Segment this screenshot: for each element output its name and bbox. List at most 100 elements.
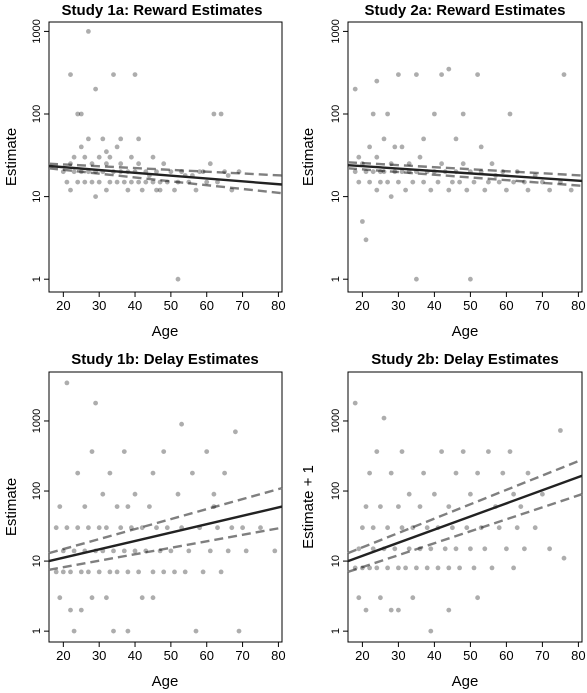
data-point: [136, 179, 142, 185]
data-point: [367, 144, 372, 150]
y-tick-label: 1000: [330, 409, 342, 433]
data-point: [475, 72, 480, 77]
data-point: [186, 179, 192, 185]
fit-line-segment: [48, 164, 283, 186]
scatter-points: [352, 400, 567, 634]
data-point: [507, 111, 513, 117]
y-axis-ticks: 1 10 100 1000: [31, 19, 49, 282]
data-point: [421, 136, 426, 142]
data-point: [207, 548, 213, 554]
data-point: [132, 491, 138, 497]
data-point: [374, 565, 380, 571]
data-point: [558, 179, 563, 185]
data-point: [385, 179, 390, 185]
data-point: [71, 169, 77, 175]
data-point: [57, 595, 63, 601]
data-point: [453, 136, 459, 142]
data-point: [211, 111, 217, 117]
data-point: [107, 569, 113, 575]
data-point: [468, 491, 473, 497]
data-point: [410, 179, 416, 185]
data-point: [111, 72, 116, 77]
data-point: [518, 504, 524, 509]
data-point: [107, 470, 113, 476]
data-point: [363, 607, 369, 613]
data-point: [164, 525, 170, 531]
data-point: [104, 525, 109, 531]
data-point: [396, 565, 401, 571]
data-point: [356, 154, 362, 160]
data-point: [64, 525, 70, 531]
data-point: [75, 111, 81, 117]
data-point: [388, 607, 394, 613]
data-point: [111, 628, 116, 634]
data-point: [86, 169, 91, 175]
data-point: [258, 525, 263, 531]
panel-title: Study 2a: Reward Estimates: [365, 2, 566, 19]
data-point: [172, 187, 177, 193]
data-point: [150, 470, 156, 476]
x-tick-label: 60: [199, 298, 213, 313]
data-point: [417, 546, 423, 552]
data-point: [482, 187, 488, 193]
data-point: [421, 179, 426, 185]
data-point: [471, 565, 477, 571]
data-point: [71, 154, 77, 160]
data-point: [374, 154, 380, 160]
data-point: [139, 187, 145, 193]
y-tick-label: 1: [330, 276, 342, 282]
y-axis-label: Estimate: [3, 128, 20, 186]
data-point: [147, 504, 152, 509]
panel-study-2a: Study 2a: Reward Estimates 20 30 40 50 60 70 8…: [300, 2, 586, 340]
data-point: [186, 548, 192, 554]
x-axis-label: Age: [452, 673, 479, 690]
fit-line: [48, 505, 283, 563]
fit-line: [347, 474, 583, 563]
data-point: [378, 179, 383, 185]
x-tick-label: 70: [535, 298, 549, 313]
data-point: [396, 72, 401, 77]
data-point: [125, 187, 131, 193]
data-point: [414, 565, 419, 571]
plot-frame: [48, 21, 283, 293]
data-point: [486, 179, 491, 185]
data-point: [568, 187, 574, 193]
data-point: [168, 548, 174, 554]
data-point: [457, 565, 462, 571]
data-point: [68, 569, 73, 575]
data-point: [378, 169, 383, 175]
data-point: [222, 470, 228, 476]
fit-line-segment: [48, 505, 283, 563]
data-point: [78, 569, 84, 575]
data-point: [460, 111, 466, 117]
data-point: [514, 169, 520, 175]
data-point: [561, 555, 567, 561]
data-point: [468, 546, 473, 552]
x-tick-label: 80: [571, 298, 585, 313]
plot-frame: [347, 371, 583, 643]
data-point: [121, 449, 127, 454]
data-point: [352, 565, 358, 571]
data-point: [104, 161, 109, 167]
data-point: [111, 548, 116, 554]
data-point: [136, 161, 142, 167]
data-point: [132, 548, 138, 554]
data-point: [86, 29, 91, 34]
y-axis-ticks: 1 10 100 1000: [330, 19, 348, 282]
data-point: [57, 504, 63, 509]
data-point: [86, 136, 91, 142]
data-point: [150, 569, 156, 575]
data-point: [460, 449, 466, 454]
x-tick-label: 80: [271, 648, 285, 663]
x-tick-label: 60: [499, 298, 513, 313]
data-point: [540, 491, 545, 497]
data-point: [197, 169, 203, 175]
y-tick-label: 1000: [330, 19, 342, 43]
data-point: [82, 154, 88, 160]
data-point: [93, 194, 98, 200]
data-point: [446, 187, 452, 193]
data-point: [410, 595, 416, 601]
x-tick-label: 50: [164, 298, 178, 313]
x-tick-label: 70: [235, 648, 249, 663]
y-tick-label: 10: [31, 190, 43, 202]
